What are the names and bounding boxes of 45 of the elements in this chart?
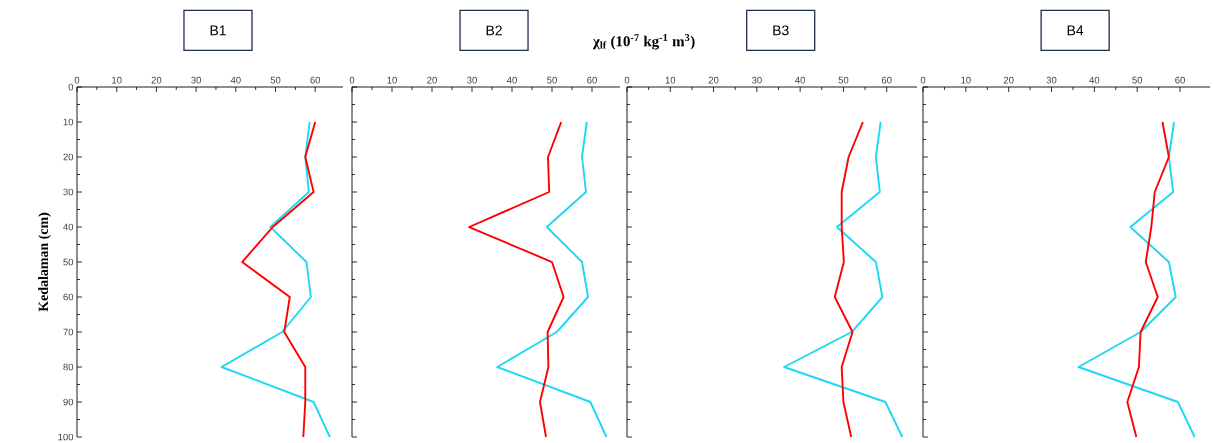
x-tick-label: 30 bbox=[467, 76, 477, 84]
y-tick-label: 100 bbox=[58, 433, 74, 441]
x-tick-label: 40 bbox=[506, 76, 517, 84]
x-tick-label: 30 bbox=[751, 76, 762, 84]
x-tick-label: 20 bbox=[427, 76, 437, 84]
x-tick-label: 50 bbox=[1132, 76, 1143, 84]
chart-title: B1 bbox=[210, 25, 226, 36]
y-tick-label: 10 bbox=[63, 118, 74, 126]
y-tick-label: 50 bbox=[63, 258, 74, 266]
x-tick-label: 20 bbox=[1003, 76, 1014, 84]
x-tick-label: 10 bbox=[387, 76, 397, 84]
y-tick-label: 40 bbox=[63, 223, 74, 231]
x-tick-label: 10 bbox=[665, 76, 676, 84]
x-tick-label: 50 bbox=[547, 76, 557, 84]
y-tick-label: 20 bbox=[63, 153, 74, 161]
y-tick-label: 60 bbox=[63, 293, 74, 301]
y-tick-label: 90 bbox=[63, 398, 74, 406]
x-tick-label: 0 bbox=[920, 76, 926, 84]
x-tick-label: 20 bbox=[151, 76, 162, 84]
x-tick-label: 60 bbox=[310, 76, 321, 84]
x-tick-label: 0 bbox=[624, 76, 630, 84]
x-tick-label: 30 bbox=[1046, 76, 1057, 84]
y-tick-label: 70 bbox=[63, 328, 74, 336]
y-axis-title: Kedalaman (cm) bbox=[38, 212, 51, 312]
x-tick-label: 30 bbox=[191, 76, 201, 84]
x-tick-label: 40 bbox=[795, 76, 806, 84]
x-tick-label: 10 bbox=[961, 76, 971, 84]
y-tick-label: 80 bbox=[63, 363, 74, 371]
x-tick-label: 40 bbox=[230, 76, 241, 84]
x-tick-label: 0 bbox=[74, 76, 80, 84]
x-tick-label: 60 bbox=[587, 76, 597, 84]
x-tick-label: 50 bbox=[838, 76, 849, 84]
x-tick-label: 10 bbox=[112, 76, 122, 84]
x-tick-label: 60 bbox=[881, 76, 892, 84]
chart-title: B3 bbox=[773, 25, 789, 36]
x-tick-label: 20 bbox=[708, 76, 719, 84]
text: χ$_{lf}$ (10$^{-7}$ kg$^{-1}$ m$^{3}$) bbox=[592, 34, 695, 50]
y-tick-label: 0 bbox=[68, 83, 74, 91]
x-tick-label: 0 bbox=[349, 76, 355, 84]
x-tick-label: 40 bbox=[1089, 76, 1100, 84]
x-tick-label: 50 bbox=[270, 76, 281, 84]
chart-title: B2 bbox=[486, 25, 502, 36]
chart-title: B4 bbox=[1067, 25, 1084, 36]
y-tick-label: 30 bbox=[63, 188, 74, 196]
x-tick-label: 60 bbox=[1175, 76, 1185, 84]
